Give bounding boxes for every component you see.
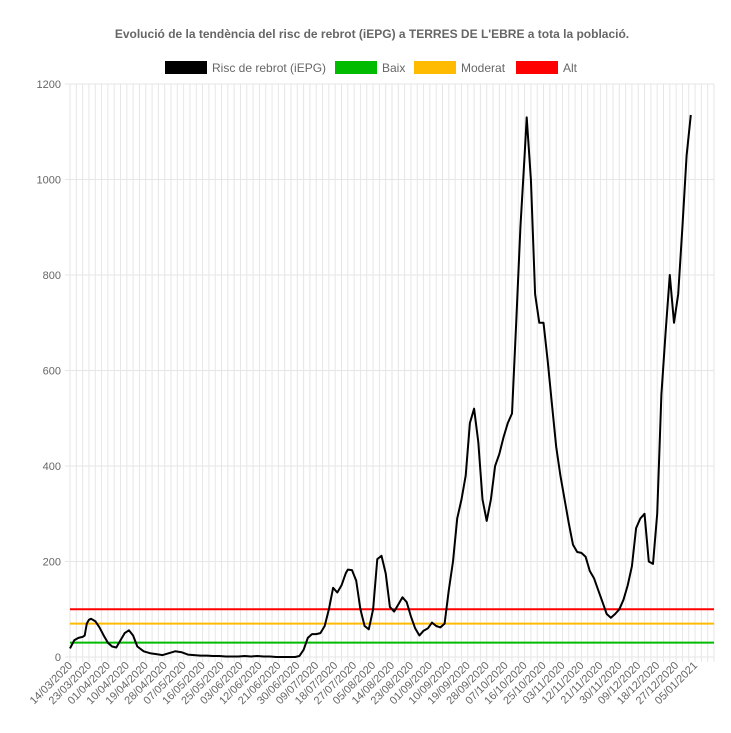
y-axis: 0 200 400 600 800 1000 1200 [37, 79, 61, 664]
legend-swatch [414, 61, 456, 74]
y-tick-label: 200 [43, 557, 61, 569]
legend-label: Moderat [461, 61, 506, 75]
y-tick-label: 600 [43, 366, 61, 378]
legend-label: Baix [382, 61, 405, 75]
series-line-iepg [69, 114, 692, 658]
legend-swatch [516, 61, 558, 74]
legend-label: Alt [563, 61, 578, 75]
legend-label: Risc de rebrot (iEPG) [212, 61, 326, 75]
y-tick-label: 800 [43, 270, 61, 282]
y-tick-label: 1200 [37, 79, 61, 91]
grid [65, 83, 715, 662]
legend: Risc de rebrot (iEPG) Baix Moderat Alt [165, 61, 578, 75]
y-tick-label: 400 [43, 461, 61, 473]
x-axis: 14/03/202023/03/202001/04/202010/04/2020… [28, 660, 700, 707]
legend-swatch [165, 61, 207, 74]
chart-title: Evolució de la tendència del risc de reb… [115, 27, 629, 41]
y-tick-label: 1000 [37, 175, 61, 187]
y-tick-label: 0 [55, 652, 61, 664]
series-group [69, 114, 714, 658]
legend-swatch [335, 61, 377, 74]
